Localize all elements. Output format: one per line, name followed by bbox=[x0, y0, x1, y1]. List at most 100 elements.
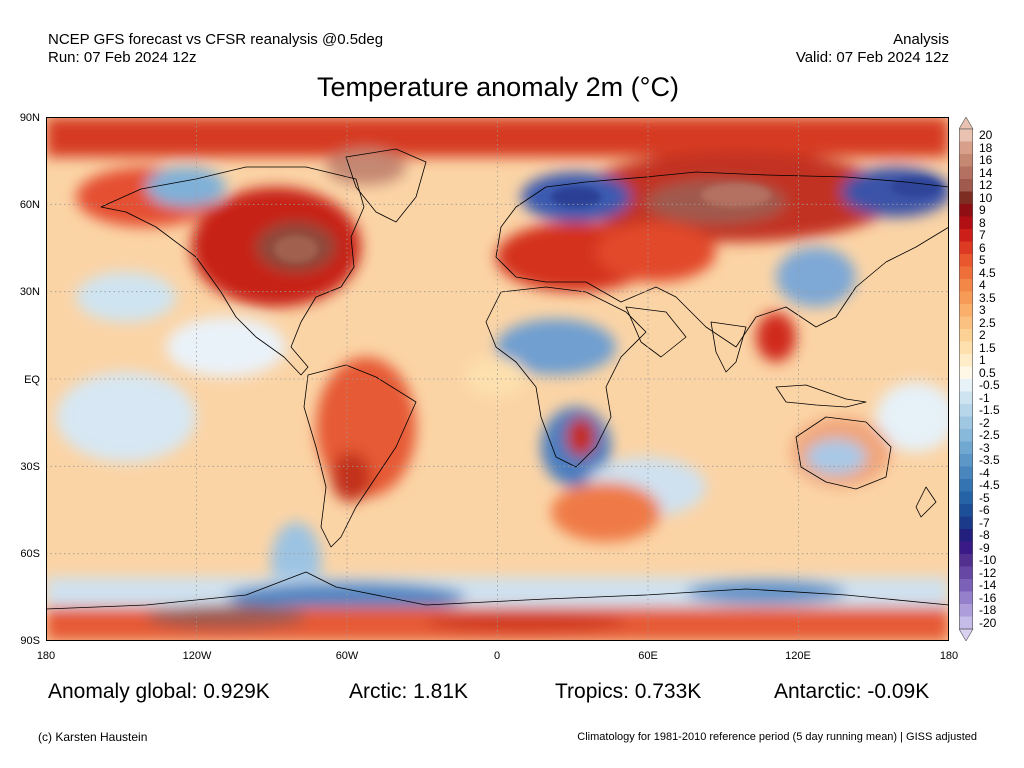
map-frame bbox=[46, 117, 949, 641]
sharp-hotspots bbox=[274, 177, 941, 263]
stat-global: Anomaly global: 0.929K bbox=[48, 680, 270, 703]
legend-label: -1 bbox=[979, 390, 990, 405]
legend-label: -16 bbox=[979, 590, 997, 605]
stat-tropics: Tropics: 0.733K bbox=[555, 680, 702, 703]
antarctica-outline bbox=[46, 571, 949, 610]
lat-label-90s: 90S bbox=[20, 635, 40, 647]
legend-swatch bbox=[959, 179, 973, 192]
legend-swatch bbox=[959, 591, 973, 605]
copyright: (c) Karsten Haustein bbox=[38, 730, 148, 744]
lat-label-30s: 30S bbox=[20, 461, 40, 473]
legend-label: -14 bbox=[979, 578, 997, 593]
australia-outline bbox=[795, 416, 892, 490]
legend-swatch bbox=[959, 416, 973, 430]
legend-swatch bbox=[959, 466, 973, 480]
legend-swatch bbox=[959, 379, 973, 392]
climatology-note: Climatology for 1981-2010 reference peri… bbox=[577, 731, 977, 743]
legend-label: 12 bbox=[979, 178, 993, 193]
legend-label: 10 bbox=[979, 190, 993, 205]
legend-label: -7 bbox=[979, 515, 990, 530]
legend-swatch bbox=[959, 604, 973, 617]
legend-label: -9 bbox=[979, 540, 990, 555]
legend-swatch bbox=[959, 366, 973, 380]
legend-label: 2 bbox=[979, 328, 986, 343]
legend-label: 6 bbox=[979, 240, 986, 255]
legend-label: -5 bbox=[979, 490, 990, 505]
indonesia-outline bbox=[775, 384, 867, 408]
legend-swatch bbox=[959, 529, 973, 542]
legend-swatch bbox=[959, 154, 973, 167]
legend-swatch bbox=[959, 204, 973, 217]
legend-swatch bbox=[959, 304, 973, 317]
lon-label-60w: 60W bbox=[335, 650, 359, 662]
lon-label-180e: 180 bbox=[939, 650, 959, 662]
model-description: NCEP GFS forecast vs CFSR reanalysis @0.… bbox=[48, 31, 384, 48]
arabia-outline bbox=[625, 306, 687, 358]
legend-swatch bbox=[959, 266, 973, 280]
stat-antarctic: Antarctic: -0.09K bbox=[774, 680, 930, 703]
legend-swatch bbox=[959, 341, 973, 355]
legend-swatch bbox=[959, 554, 973, 567]
lat-label-90n: 90N bbox=[19, 112, 40, 124]
legend-swatch bbox=[959, 329, 973, 342]
legend-label: -8 bbox=[979, 528, 990, 543]
legend-swatch bbox=[959, 391, 973, 405]
lon-label-180w: 180 bbox=[36, 650, 56, 662]
legend-frame bbox=[959, 128, 973, 630]
header-right: Analysis Valid: 07 Feb 2024 12z bbox=[796, 31, 949, 67]
legend-label: 9 bbox=[979, 203, 986, 218]
legend-label: 4.5 bbox=[979, 265, 996, 280]
stat-arctic: Arctic: 1.81K bbox=[349, 680, 469, 703]
legend-swatch bbox=[959, 516, 973, 530]
coastlines bbox=[46, 148, 949, 610]
legend-label: -1.5 bbox=[979, 403, 1000, 418]
legend-swatch bbox=[959, 579, 973, 592]
legend-label: -18 bbox=[979, 603, 997, 618]
lat-label-60n: 60N bbox=[19, 199, 40, 211]
legend-swatch bbox=[959, 279, 973, 292]
legend-label: 5 bbox=[979, 253, 986, 268]
graticule bbox=[46, 117, 949, 641]
color-legend: 20 18 16 14 12 10 9 8 7 6 5 4.5 4 3.5 3 2.5 2 1.5 1 0.5 -0.5… bbox=[958, 116, 1019, 642]
map-title: Temperature anomaly 2m (°C) bbox=[317, 72, 679, 102]
legend-label: -20 bbox=[979, 615, 997, 630]
greenland-outline bbox=[345, 148, 427, 223]
legend-label: 16 bbox=[979, 153, 993, 168]
south-america-outline bbox=[303, 364, 417, 548]
header-left: NCEP GFS forecast vs CFSR reanalysis @0.… bbox=[48, 31, 383, 67]
legend-label: 1.5 bbox=[979, 340, 996, 355]
legend-label: -10 bbox=[979, 553, 997, 568]
legend-swatch bbox=[959, 229, 973, 242]
legend-label: -2 bbox=[979, 415, 990, 430]
lon-label-0: 0 bbox=[493, 650, 501, 662]
lon-label-60e: 60E bbox=[638, 650, 658, 662]
africa-outline bbox=[485, 286, 647, 468]
legend-label: -4.5 bbox=[979, 478, 1000, 493]
lat-label-30n: 30N bbox=[19, 286, 40, 298]
legend-label: -3 bbox=[979, 440, 990, 455]
legend-swatch bbox=[959, 441, 973, 455]
run-time: Run: 07 Feb 2024 12z bbox=[48, 49, 197, 66]
anomaly-map bbox=[46, 117, 949, 641]
legend-label: 7 bbox=[979, 228, 986, 243]
lat-label-eq: EQ bbox=[24, 374, 40, 386]
legend-swatch bbox=[959, 429, 973, 442]
legend-label: -3.5 bbox=[979, 453, 1000, 468]
legend-label: -4 bbox=[979, 465, 990, 480]
legend-label: 1 bbox=[979, 353, 986, 368]
legend-label: 3.5 bbox=[979, 290, 996, 305]
legend-label: 0.5 bbox=[979, 365, 996, 380]
product-type: Analysis bbox=[893, 31, 949, 48]
legend-label: -0.5 bbox=[979, 378, 1000, 393]
legend-swatch bbox=[959, 479, 973, 492]
legend-swatch bbox=[959, 566, 973, 580]
new-zealand-outline bbox=[915, 486, 937, 518]
legend-swatch bbox=[959, 616, 973, 630]
legend-label: 18 bbox=[979, 140, 993, 155]
legend-colorbar bbox=[958, 116, 974, 642]
lat-label-60s: 60S bbox=[20, 548, 40, 560]
legend-label: -12 bbox=[979, 565, 997, 580]
legend-swatch bbox=[959, 254, 973, 267]
legend-bottom-arrow bbox=[958, 628, 974, 642]
legend-swatch bbox=[959, 354, 973, 367]
